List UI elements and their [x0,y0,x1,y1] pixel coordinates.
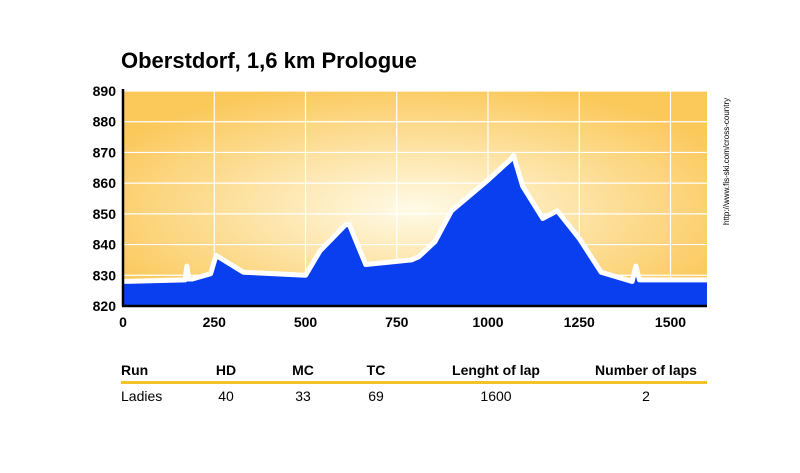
elevation-area-series [122,153,707,306]
y-tick-label: 860 [93,175,117,191]
table-cell: 69 [368,388,384,404]
x-tick-label: 750 [385,314,409,330]
table-cell: 1600 [480,388,512,404]
axes [121,89,707,308]
y-tick-label: 890 [93,83,117,99]
table-body: Ladies 40 33 69 1600 2 [121,384,707,408]
x-tick-label: 250 [203,314,227,330]
x-tick-label: 500 [294,314,318,330]
y-tick-label: 850 [93,206,117,222]
table-cell: 2 [642,388,650,404]
y-tick-label: 830 [93,267,117,283]
column-header: Number of laps [595,362,697,378]
column-header: MC [292,362,314,378]
race-info-table: Run HD MC TC Lenght of lap Number of laps Lad… [121,360,707,408]
table-cell: 40 [218,388,234,404]
x-tick-label: 0 [119,314,127,330]
x-tick-label: 1250 [564,314,595,330]
y-tick-label: 880 [93,114,117,130]
x-tick-label: 1500 [655,314,686,330]
x-tick-labels: 0 250 500 750 1000 1250 1500 [119,314,686,330]
column-header: HD [215,362,237,378]
y-tick-labels: 820 830 840 850 860 870 880 890 [93,83,117,314]
table-header-row: Run HD MC TC Lenght of lap Number of laps [121,360,707,384]
table-row: Ladies 40 33 69 1600 2 [121,384,707,408]
source-url-note: http://www.fis-ski.com/cross-country [722,97,731,225]
y-tick-label: 870 [93,144,117,160]
column-header: Lenght of lap [452,362,540,378]
y-tick-label: 840 [93,237,117,253]
chart-title: Oberstdorf, 1,6 km Prologue [121,48,417,73]
column-header: TC [366,362,386,378]
elevation-area [123,155,707,306]
elevation-line [122,153,707,284]
table-cell: 33 [295,388,311,404]
table-cell: Ladies [121,388,163,404]
y-tick-label: 820 [93,298,117,314]
x-tick-label: 1000 [472,314,503,330]
column-header: Run [121,362,149,378]
